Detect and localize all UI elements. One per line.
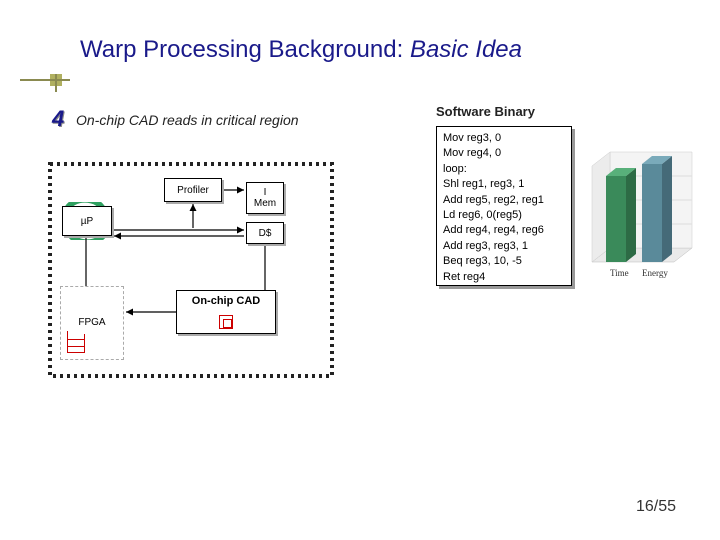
code-line: Add reg3, reg3, 1 <box>443 239 565 254</box>
i-mem-bot: Mem <box>254 198 276 209</box>
step-text: On-chip CAD reads in critical region <box>76 112 299 128</box>
time-energy-bar-chart: Time Energy <box>588 140 698 290</box>
fpga-fabric-icon <box>67 331 85 353</box>
code-line: Mov reg4, 0 <box>443 146 565 161</box>
code-line: Ret reg4 <box>443 270 565 285</box>
code-line: Add reg5, reg2, reg1 <box>443 193 565 208</box>
slide-title: Warp Processing Background: Basic Idea <box>80 36 522 64</box>
block-ds: D$ <box>246 222 284 244</box>
software-binary-code: Mov reg3, 0 Mov reg4, 0 loop: Shl reg1, … <box>436 126 572 286</box>
block-i-mem: I Mem <box>246 182 284 214</box>
cad-glyph-icon <box>219 315 233 329</box>
code-line: Beq reg3, 10, -5 <box>443 254 565 269</box>
title-plain: Warp Processing Background: <box>80 36 410 63</box>
code-line: Mov reg3, 0 <box>443 131 565 146</box>
title-italic: Basic Idea <box>410 36 522 63</box>
bar-time <box>606 168 636 262</box>
block-profiler: Profiler <box>164 178 222 202</box>
code-line: loop: <box>443 162 565 177</box>
page-number: 16/55 <box>636 498 676 516</box>
bar-label-time: Time <box>610 268 629 278</box>
software-binary-heading: Software Binary <box>436 104 535 119</box>
block-onchip-cad: On-chip CAD <box>176 290 276 334</box>
bar-energy <box>642 156 672 262</box>
bar-label-energy: Energy <box>642 268 668 278</box>
block-fpga: FPGA <box>68 310 116 334</box>
code-line: Shl reg1, reg3, 1 <box>443 177 565 192</box>
i-mem-top: I <box>264 187 267 198</box>
step-number: 4 <box>52 106 64 132</box>
code-line: Ld reg6, 0(reg5) <box>443 208 565 223</box>
code-line: Add reg4, reg4, reg6 <box>443 223 565 238</box>
architecture-frame: µP Profiler I Mem D$ FPGA On-chip CAD <box>46 160 336 380</box>
title-accent <box>20 74 70 92</box>
block-up: µP <box>62 206 112 236</box>
cad-label: On-chip CAD <box>177 295 275 307</box>
